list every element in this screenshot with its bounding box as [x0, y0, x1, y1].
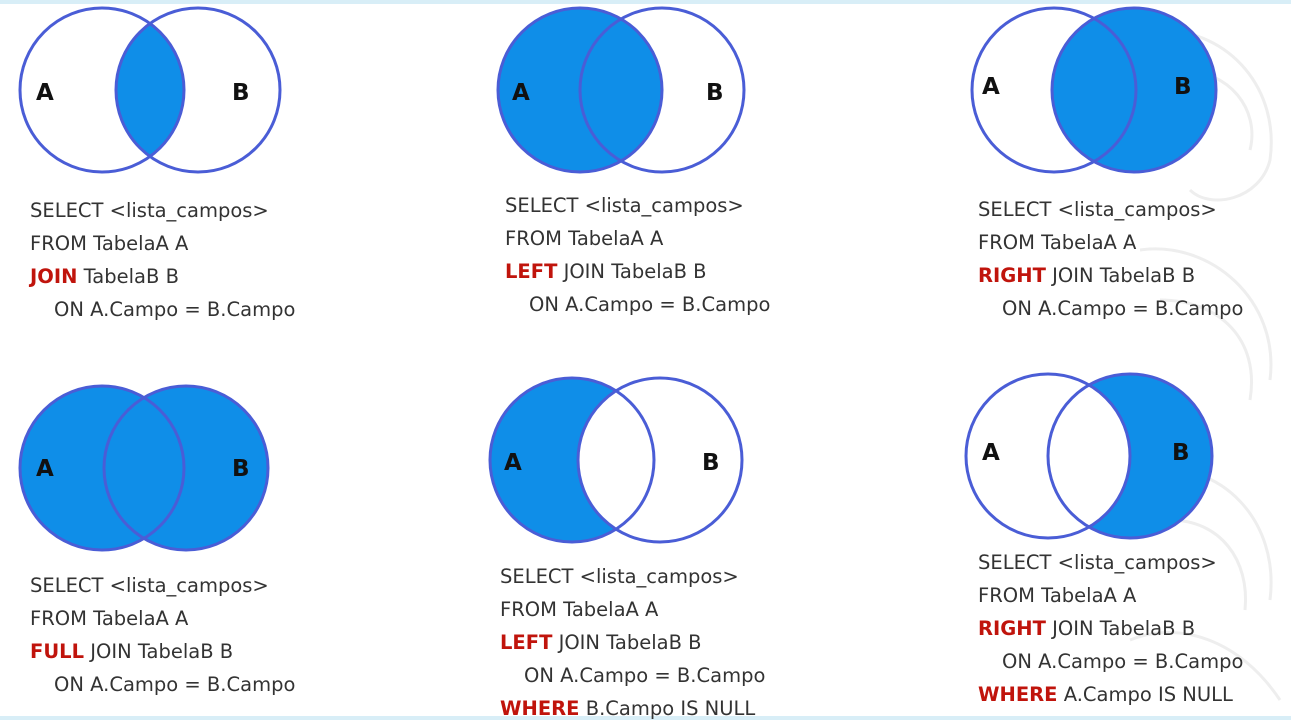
sql-from-line: FROM TabelaA A: [30, 232, 189, 255]
circle-b: [114, 6, 282, 174]
sql-where-rest: A.Campo IS NULL: [1057, 683, 1233, 706]
sql-select-line: SELECT <lista_campos>: [978, 551, 1217, 574]
sql-keyword: WHERE: [500, 697, 580, 720]
sql-right-excluding-join: SELECT <lista_campos> FROM TabelaA A RIG…: [978, 546, 1243, 711]
sql-join-line: LEFT JOIN TabelaB B: [505, 255, 770, 288]
sql-join-line: JOIN TabelaB B: [30, 260, 295, 293]
circle-a: [488, 376, 656, 544]
sql-join-line: RIGHT JOIN TabelaB B: [978, 259, 1243, 292]
sql-on-line: ON A.Campo = B.Campo: [1002, 297, 1244, 320]
circle-a: [496, 6, 664, 174]
circle-b: [1050, 6, 1218, 174]
sql-on-line: ON A.Campo = B.Campo: [1002, 650, 1244, 673]
sql-select-line: SELECT <lista_campos>: [505, 194, 744, 217]
label-b: B: [706, 80, 724, 106]
sql-join-rest: JOIN TabelaB B: [552, 631, 702, 654]
venn-right-shape: [1052, 8, 1216, 172]
circle-b: [576, 376, 744, 544]
sql-on-line: ON A.Campo = B.Campo: [54, 298, 296, 321]
circle-b: [1046, 372, 1214, 540]
circle-a: [970, 6, 1138, 174]
sql-left-join: SELECT <lista_campos> FROM TabelaA A LEF…: [505, 189, 770, 321]
sql-select-line: SELECT <lista_campos>: [30, 574, 269, 597]
venn-inner-join: A B: [18, 6, 282, 174]
sql-on-line: ON A.Campo = B.Campo: [529, 293, 771, 316]
top-border: [0, 0, 1291, 4]
sql-on-line: ON A.Campo = B.Campo: [524, 664, 766, 687]
sql-select-line: SELECT <lista_campos>: [30, 199, 269, 222]
sql-where-line: WHERE A.Campo IS NULL: [978, 678, 1243, 711]
label-b: B: [1172, 440, 1190, 466]
venn-right-join: A B: [970, 6, 1218, 174]
sql-keyword: JOIN: [30, 265, 78, 288]
label-a: A: [36, 456, 54, 482]
circle-a: [964, 372, 1132, 540]
sql-where-line: WHERE B.Campo IS NULL: [500, 692, 765, 725]
label-a: A: [512, 80, 530, 106]
sql-select-line: SELECT <lista_campos>: [978, 198, 1217, 221]
sql-keyword: RIGHT: [978, 617, 1046, 640]
label-a: A: [982, 74, 1000, 100]
sql-from-line: FROM TabelaA A: [978, 231, 1137, 254]
label-a: A: [504, 450, 522, 476]
circle-b: [102, 384, 270, 552]
venn-b-shape: [104, 386, 268, 550]
circle-a: [18, 6, 186, 174]
circle-b: [578, 6, 746, 174]
label-b: B: [232, 80, 250, 106]
sql-join-line: FULL JOIN TabelaB B: [30, 635, 295, 668]
sql-from-line: FROM TabelaA A: [505, 227, 664, 250]
sql-right-join: SELECT <lista_campos> FROM TabelaA A RIG…: [978, 193, 1243, 325]
venn-left-excluding-join: A B: [488, 376, 744, 544]
sql-from-line: FROM TabelaA A: [978, 584, 1137, 607]
sql-keyword: WHERE: [978, 683, 1058, 706]
sql-left-excluding-join: SELECT <lista_campos> FROM TabelaA A LEF…: [500, 560, 765, 725]
sql-keyword: LEFT: [505, 260, 558, 283]
sql-inner-join: SELECT <lista_campos> FROM TabelaA A JOI…: [30, 194, 295, 326]
sql-from-line: FROM TabelaA A: [30, 607, 189, 630]
sql-keyword: RIGHT: [978, 264, 1046, 287]
sql-keyword: LEFT: [500, 631, 553, 654]
sql-full-join: SELECT <lista_campos> FROM TabelaA A FUL…: [30, 569, 295, 701]
venn-left-join: A B: [496, 6, 746, 174]
sql-select-line: SELECT <lista_campos>: [500, 565, 739, 588]
background-watermark: [1129, 28, 1282, 701]
label-b: B: [702, 450, 720, 476]
sql-keyword: FULL: [30, 640, 85, 663]
sql-join-rest: JOIN TabelaB B: [84, 640, 234, 663]
venn-left-only-shape: [490, 378, 654, 542]
label-a: A: [982, 440, 1000, 466]
venn-intersection-shape: [116, 8, 184, 172]
sql-join-line: RIGHT JOIN TabelaB B: [978, 612, 1243, 645]
sql-from-line: FROM TabelaA A: [500, 598, 659, 621]
sql-join-rest: JOIN TabelaB B: [1045, 617, 1196, 640]
sql-join-rest: JOIN TabelaB B: [557, 260, 707, 283]
venn-right-excluding-join: A B: [964, 372, 1214, 540]
label-a: A: [36, 80, 54, 106]
bottom-border: [0, 716, 1291, 720]
sql-where-rest: B.Campo IS NULL: [579, 697, 756, 720]
label-b: B: [232, 456, 250, 482]
sql-join-rest: JOIN TabelaB B: [1045, 264, 1196, 287]
sql-on-line: ON A.Campo = B.Campo: [54, 673, 296, 696]
circle-a: [18, 384, 186, 552]
label-b: B: [1174, 74, 1192, 100]
venn-full-join: A B: [18, 384, 270, 552]
sql-join-line: LEFT JOIN TabelaB B: [500, 626, 765, 659]
sql-join-rest: TabelaB B: [77, 265, 179, 288]
